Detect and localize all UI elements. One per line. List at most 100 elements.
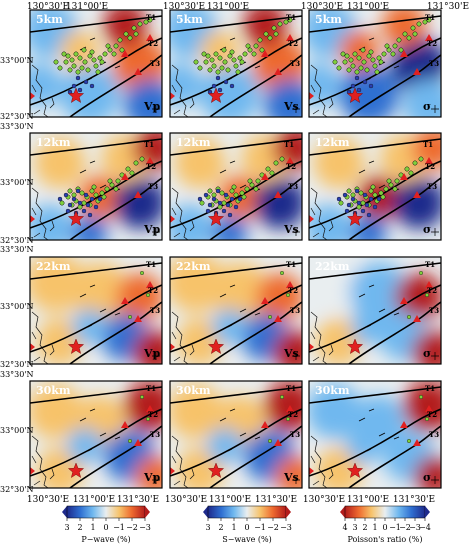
coastline	[310, 187, 334, 240]
volcano-marker	[286, 405, 294, 412]
epicenter-star	[67, 87, 85, 103]
fault-segment	[227, 77, 233, 81]
fault-segment	[366, 448, 372, 452]
event-marker	[211, 196, 217, 202]
event-marker	[139, 156, 145, 162]
event-marker	[346, 67, 352, 73]
volcano-marker	[134, 191, 142, 198]
north-marker	[431, 476, 439, 484]
event-marker	[77, 200, 83, 206]
event-marker	[89, 196, 95, 202]
event-marker	[406, 35, 412, 41]
event-marker	[215, 69, 221, 75]
panel-vs-5km: 5km T1 T2 T3 Vs	[169, 9, 303, 118]
event-marker	[368, 196, 374, 202]
event-marker	[197, 65, 203, 71]
event-marker	[350, 63, 356, 69]
north-marker	[292, 105, 300, 113]
fault-segment	[366, 200, 372, 204]
depth-label: 30km	[176, 384, 211, 397]
colorbar-tick-label: −3	[139, 523, 151, 532]
event-marker	[217, 87, 223, 93]
volcano-marker	[413, 315, 421, 322]
event-marker	[225, 202, 231, 208]
fault-label: T2	[148, 39, 158, 48]
event-marker	[71, 192, 77, 198]
anomaly-region	[124, 381, 162, 432]
fault-segment	[114, 436, 121, 440]
fault-line	[30, 386, 162, 404]
event-marker	[354, 75, 360, 81]
event-marker	[201, 51, 207, 57]
fault-label: T3	[429, 306, 439, 315]
north-marker	[152, 228, 160, 236]
event-marker	[350, 192, 356, 198]
event-marker	[358, 190, 364, 196]
fault-line	[309, 408, 441, 477]
lon-label: 130°30'E	[27, 2, 69, 12]
event-marker	[346, 188, 352, 194]
anomaly-region	[212, 309, 248, 345]
fault-line	[170, 37, 302, 106]
fault-line	[170, 408, 302, 477]
fault-line	[30, 408, 162, 477]
colorbar-tick-label: 0	[382, 523, 387, 532]
fault-segment	[229, 408, 236, 412]
fault-segment	[378, 432, 386, 437]
fault-label: T3	[429, 430, 439, 439]
volcano-marker	[400, 173, 408, 180]
event-marker	[93, 192, 99, 198]
event-marker	[211, 63, 217, 69]
event-marker	[364, 202, 370, 208]
anomaly-region	[412, 330, 441, 364]
event-marker	[388, 182, 394, 188]
fault-label: T1	[286, 260, 296, 269]
lon-label: 130°30'E	[163, 2, 205, 12]
param-label: σ	[423, 347, 431, 360]
event-marker	[97, 196, 103, 202]
event-marker	[227, 212, 233, 218]
event-marker	[91, 184, 97, 190]
event-marker	[215, 188, 221, 194]
event-marker	[392, 186, 398, 192]
event-marker	[79, 190, 85, 196]
event-marker	[113, 186, 119, 192]
event-marker	[229, 83, 235, 89]
event-marker	[340, 51, 346, 57]
volcano-marker	[146, 281, 154, 288]
anomaly-region	[60, 65, 120, 117]
coastline	[310, 435, 334, 488]
coastline	[171, 64, 195, 117]
fault-label: T1	[425, 260, 435, 269]
lat-label: 33°30'N	[0, 370, 34, 379]
event-marker	[247, 178, 253, 184]
event-marker	[79, 65, 85, 71]
lon-label: 131°30'E	[255, 495, 297, 505]
event-marker	[89, 83, 95, 89]
depth-label: 5km	[315, 13, 342, 26]
event-marker	[65, 53, 71, 59]
anomaly-region	[30, 383, 83, 439]
event-marker	[376, 196, 382, 202]
colorbar-tick-label: −1	[389, 523, 401, 532]
event-marker	[93, 63, 99, 69]
lat-label: 32°30'N	[0, 112, 34, 121]
volcano-marker	[261, 421, 269, 428]
volcano-marker	[274, 315, 282, 322]
fault-segment	[87, 448, 93, 452]
event-marker	[374, 69, 380, 75]
fault-line	[30, 37, 162, 106]
event-marker	[77, 87, 83, 93]
panel-vp-5km: 5km T1 T2 T3 Vp	[29, 9, 163, 118]
event-marker	[89, 49, 95, 55]
depth-label: 5km	[176, 13, 203, 26]
fault-segment	[358, 417, 366, 422]
panel-pr-22km: 22km T1 T2 T3 σ	[308, 256, 442, 365]
event-marker	[197, 196, 203, 202]
event-marker	[244, 186, 250, 192]
event-marker	[217, 55, 223, 61]
fault-line	[170, 386, 302, 404]
event-marker	[85, 67, 91, 73]
fault-label: T3	[429, 59, 439, 68]
fault-label: T2	[288, 286, 298, 295]
